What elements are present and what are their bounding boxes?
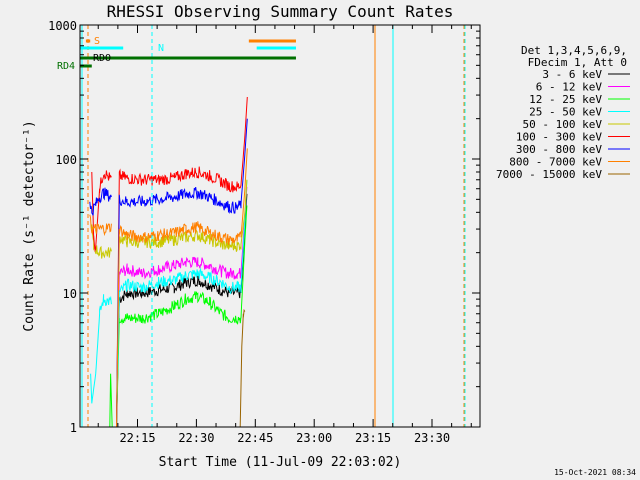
legend-label: 300 - 800 keV xyxy=(516,143,602,156)
x-tick-label: 22:30 xyxy=(178,431,214,445)
legend-label: 800 - 7000 keV xyxy=(509,156,602,169)
x-tick-label: 22:45 xyxy=(237,431,273,445)
x-tick-label: 23:00 xyxy=(296,431,332,445)
y-tick-label: 10 xyxy=(63,287,77,301)
x-tick-label: 23:30 xyxy=(414,431,450,445)
series-line xyxy=(89,148,248,427)
series-line xyxy=(90,179,248,427)
legend-label: 12 - 25 keV xyxy=(529,93,602,106)
flag-label: N xyxy=(158,43,164,54)
legend-label: 3 - 6 keV xyxy=(542,68,602,81)
x-tick-label: 23:15 xyxy=(355,431,391,445)
legend: Det 1,3,4,5,6,9, FDecim 1, Att 0 3 - 6 k… xyxy=(496,44,630,181)
chart-title: RHESSI Observing Summary Count Rates xyxy=(107,2,454,21)
legend-label: 6 - 12 keV xyxy=(536,81,603,94)
x-axis-label: Start Time (11-Jul-09 22:03:02) xyxy=(159,455,402,470)
series-line xyxy=(91,96,248,427)
series-line xyxy=(89,118,248,427)
footer-timestamp: 15-Oct-2021 08:34 xyxy=(554,468,636,477)
y-tick-label: 100 xyxy=(55,153,77,167)
legend-label: 7000 - 15000 keV xyxy=(496,168,602,181)
legend-label: 50 - 100 keV xyxy=(523,118,603,131)
series-line xyxy=(116,186,248,427)
series-line xyxy=(109,205,248,427)
legend-label: 100 - 300 keV xyxy=(516,131,602,144)
flag-label: RDO xyxy=(93,53,111,64)
flag-label: S xyxy=(94,36,100,47)
plot-frame xyxy=(79,24,481,428)
series-line xyxy=(239,308,246,427)
legend-label: 25 - 50 keV xyxy=(529,106,602,119)
legend-header-line-2: FDecim 1, Att 0 xyxy=(528,56,627,69)
x-tick-label: 22:15 xyxy=(119,431,155,445)
y-tick-label: 1000 xyxy=(48,19,77,33)
legend-header-line-1: Det 1,3,4,5,6,9, xyxy=(521,44,627,57)
y-tick-label: 1 xyxy=(70,421,77,435)
y-axis-label: Count Rate (s⁻¹ detector⁻¹) xyxy=(22,120,37,331)
series-line xyxy=(116,193,248,427)
flag-label: RD4 xyxy=(57,61,75,72)
